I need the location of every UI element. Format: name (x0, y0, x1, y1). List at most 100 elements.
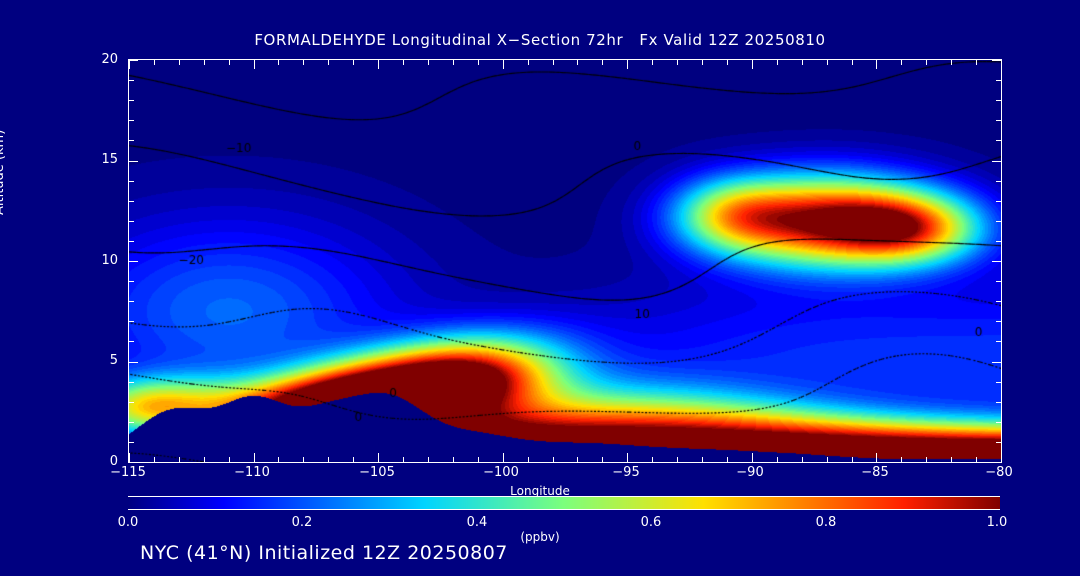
y-major-tick (129, 60, 138, 61)
x-minor-tick-top (154, 60, 155, 65)
x-minor-tick-top (951, 60, 952, 65)
x-minor-tick (179, 457, 180, 462)
y-major-tick-right (992, 60, 1001, 61)
x-minor-tick-top (179, 60, 180, 65)
y-minor-tick-right (996, 382, 1001, 383)
x-minor-tick (403, 457, 404, 462)
y-major-tick-right (992, 462, 1001, 463)
y-tick-label-5: 5 (109, 353, 118, 368)
y-minor-tick (129, 221, 134, 222)
colorbar-tick-4: 0.8 (815, 515, 837, 530)
x-minor-tick-top (528, 60, 529, 65)
x-major-tick (1001, 453, 1002, 462)
y-minor-tick-right (996, 120, 1001, 121)
x-tick-label--80: −80 (985, 465, 1013, 480)
y-axis-label: Altitude (km) (0, 129, 7, 215)
x-minor-tick-top (577, 60, 578, 65)
y-minor-tick-right (996, 100, 1001, 101)
x-tick-label--90: −90 (736, 465, 764, 480)
x-minor-tick (777, 457, 778, 462)
y-major-tick-right (992, 261, 1001, 262)
y-minor-tick (129, 100, 134, 101)
x-minor-tick-top (702, 60, 703, 65)
x-major-tick-top (378, 60, 379, 69)
x-minor-tick (478, 457, 479, 462)
x-tick-label--100: −100 (483, 465, 519, 480)
x-minor-tick-top (777, 60, 778, 65)
x-minor-tick (852, 457, 853, 462)
x-minor-tick-top (827, 60, 828, 65)
figure-caption: NYC (41°N) Initialized 12Z 20250807 (140, 542, 508, 564)
y-major-tick (129, 362, 138, 363)
x-major-tick-top (752, 60, 753, 69)
y-minor-tick (129, 442, 134, 443)
y-minor-tick-right (996, 241, 1001, 242)
x-minor-tick-top (727, 60, 728, 65)
y-minor-tick-right (996, 281, 1001, 282)
x-minor-tick (702, 457, 703, 462)
y-minor-tick-right (996, 80, 1001, 81)
x-minor-tick-top (677, 60, 678, 65)
x-minor-tick-top (204, 60, 205, 65)
x-minor-tick-top (553, 60, 554, 65)
y-minor-tick-right (996, 181, 1001, 182)
y-minor-tick-right (996, 321, 1001, 322)
x-minor-tick (278, 457, 279, 462)
x-minor-tick-top (229, 60, 230, 65)
y-minor-tick-right (996, 140, 1001, 141)
x-minor-tick (204, 457, 205, 462)
y-minor-tick-right (996, 402, 1001, 403)
x-minor-tick (926, 457, 927, 462)
colorbar (128, 496, 1000, 510)
x-minor-tick (229, 457, 230, 462)
x-minor-tick-top (428, 60, 429, 65)
x-tick-label--85: −85 (861, 465, 889, 480)
colorbar-tick-5: 1.0 (986, 515, 1008, 530)
x-major-tick-top (254, 60, 255, 69)
x-minor-tick (901, 457, 902, 462)
x-minor-tick-top (453, 60, 454, 65)
x-tick-label--95: −95 (612, 465, 640, 480)
y-tick-label-10: 10 (101, 253, 118, 268)
colorbar-units-label: (ppbv) (520, 530, 560, 544)
y-minor-tick (129, 321, 134, 322)
y-major-tick (129, 261, 138, 262)
x-minor-tick (602, 457, 603, 462)
heatmap-canvas (129, 60, 1001, 462)
y-minor-tick (129, 241, 134, 242)
x-major-tick-top (1001, 60, 1002, 69)
x-minor-tick-top (852, 60, 853, 65)
y-major-tick-right (992, 161, 1001, 162)
y-major-tick (129, 161, 138, 162)
y-minor-tick (129, 120, 134, 121)
x-minor-tick (553, 457, 554, 462)
y-tick-label-20: 20 (101, 52, 118, 67)
colorbar-tick-3: 0.6 (640, 515, 662, 530)
y-minor-tick-right (996, 422, 1001, 423)
x-minor-tick (528, 457, 529, 462)
y-minor-tick-right (996, 301, 1001, 302)
x-minor-tick (727, 457, 728, 462)
chart-title: FORMALDEHYDE Longitudinal X−Section 72hr… (254, 31, 826, 49)
plot-area (128, 59, 1002, 463)
y-minor-tick-right (996, 201, 1001, 202)
x-minor-tick (303, 457, 304, 462)
x-minor-tick (453, 457, 454, 462)
x-minor-tick-top (901, 60, 902, 65)
y-minor-tick (129, 341, 134, 342)
x-minor-tick (976, 457, 977, 462)
y-tick-label-15: 15 (101, 152, 118, 167)
y-minor-tick-right (996, 341, 1001, 342)
x-minor-tick-top (802, 60, 803, 65)
x-major-tick (378, 453, 379, 462)
x-major-tick (503, 453, 504, 462)
x-major-tick-top (627, 60, 628, 69)
x-minor-tick-top (652, 60, 653, 65)
x-minor-tick-top (478, 60, 479, 65)
x-minor-tick (802, 457, 803, 462)
x-major-tick (876, 453, 877, 462)
y-tick-label-0: 0 (109, 454, 118, 469)
x-minor-tick (951, 457, 952, 462)
x-minor-tick-top (278, 60, 279, 65)
